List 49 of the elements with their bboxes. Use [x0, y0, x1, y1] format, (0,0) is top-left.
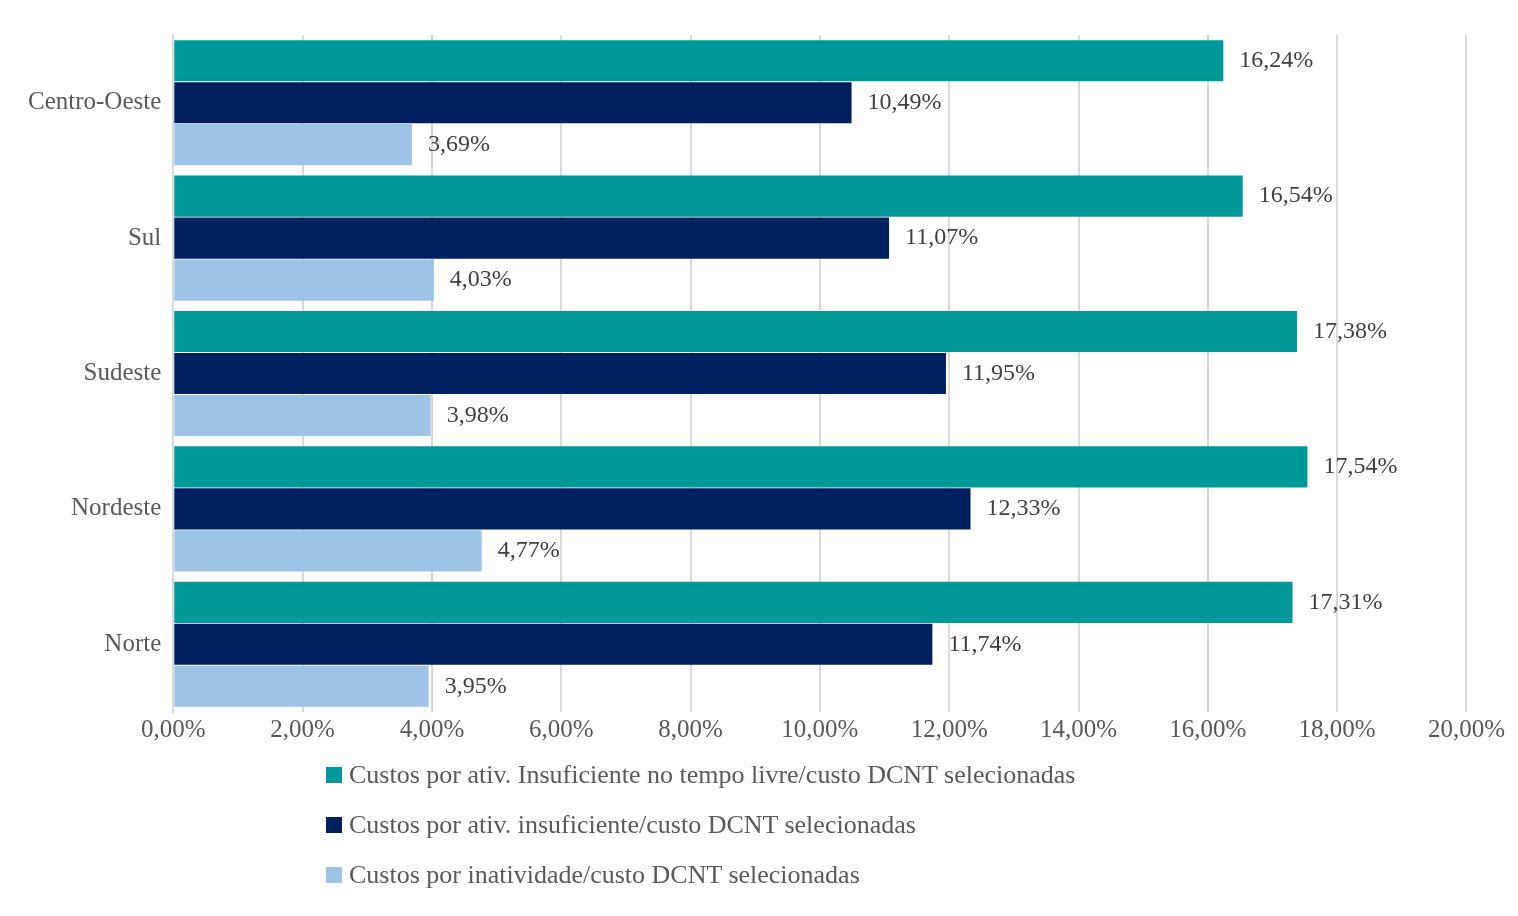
y-tick-label: Sudeste — [83, 358, 162, 386]
y-tick-label: Norte — [104, 628, 162, 656]
bar — [174, 259, 434, 301]
x-tick-label: 10,00% — [781, 714, 859, 742]
bar — [174, 40, 1224, 82]
data-label: 17,31% — [1308, 587, 1383, 614]
x-tick-label: 20,00% — [1427, 714, 1505, 742]
bar — [174, 175, 1243, 217]
data-label: 17,54% — [1323, 452, 1398, 479]
bar — [174, 665, 429, 707]
x-tick-label: 4,00% — [399, 714, 465, 742]
x-tick-label: 12,00% — [910, 714, 988, 742]
data-label: 3,95% — [444, 671, 507, 698]
data-label: 17,38% — [1313, 316, 1388, 343]
data-label: 4,77% — [497, 536, 560, 563]
bar — [174, 446, 1308, 488]
legend-label: Custos por ativ. insuficiente/custo DCNT selecionadas — [349, 810, 916, 840]
x-tick-label: 16,00% — [1169, 714, 1247, 742]
x-tick-label: 14,00% — [1039, 714, 1118, 742]
data-label: 12,33% — [986, 494, 1061, 521]
y-tick-label: Centro-Oeste — [27, 87, 162, 115]
data-label: 11,74% — [948, 629, 1022, 656]
bar — [174, 581, 1293, 623]
x-tick-label: 8,00% — [658, 714, 723, 742]
bar — [174, 217, 890, 259]
bar — [174, 310, 1298, 353]
data-label: 4,03% — [449, 265, 512, 292]
bar — [174, 124, 412, 166]
data-label: 3,69% — [427, 129, 490, 156]
bar — [174, 394, 431, 437]
bar — [174, 82, 852, 124]
x-tick-label: 2,00% — [270, 714, 335, 742]
bar — [174, 352, 946, 395]
data-label: 10,49% — [867, 88, 942, 114]
data-label: 11,95% — [961, 358, 1036, 385]
bar — [174, 488, 971, 530]
x-tick-label: 6,00% — [528, 714, 594, 742]
bar — [174, 530, 482, 572]
data-label: 3,98% — [446, 400, 509, 427]
data-label: 16,54% — [1258, 181, 1333, 208]
legend-label: Custos por inatividade/custo DCNT selecionadas — [349, 860, 860, 890]
bar — [174, 623, 933, 665]
legend-label: Custos por ativ. Insuficiente no tempo livre/custo DCNT selecionadas — [349, 760, 1076, 790]
data-label: 16,24% — [1239, 46, 1314, 73]
data-label: 11,07% — [905, 223, 979, 250]
y-tick-label: Nordeste — [71, 493, 162, 521]
x-tick-label: 18,00% — [1298, 714, 1376, 742]
x-tick-label: 0,00% — [141, 714, 206, 742]
y-tick-label: Sul — [127, 222, 162, 250]
